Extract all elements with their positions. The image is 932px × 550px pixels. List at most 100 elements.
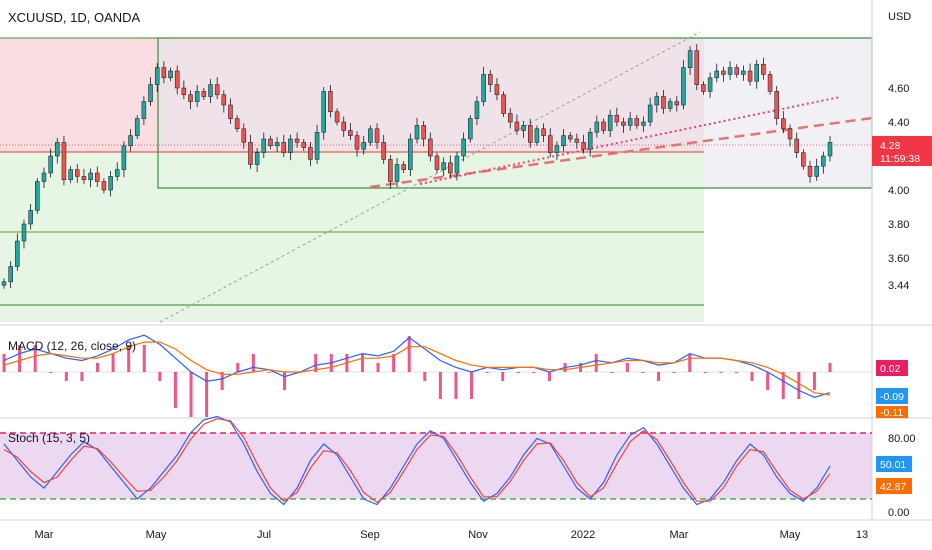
stoch-title[interactable]: Stoch (15, 3, 5) — [8, 431, 90, 445]
macd-hist-bar — [49, 372, 53, 373]
price-axis[interactable]: USD 4.604.404.204.003.803.603.44 4.28 11… — [872, 11, 932, 292]
candle-body — [95, 172, 100, 182]
candle-body — [501, 94, 506, 114]
signal-value: -0.11 — [880, 407, 903, 419]
candle-body — [767, 74, 773, 92]
symbol-title[interactable]: XCUUSD, 1D, OANDA — [8, 10, 141, 25]
stoch-tick-80: 80.00 — [888, 433, 916, 445]
candle-body — [68, 169, 73, 181]
price-tick-label: 4.40 — [888, 117, 909, 129]
candle-body — [28, 210, 33, 225]
macd-hist-bar — [2, 354, 6, 372]
macd-hist-bar — [485, 372, 489, 373]
candle-body — [321, 91, 326, 133]
candle-body — [634, 118, 640, 126]
candle-body — [281, 142, 287, 153]
candle-body — [294, 138, 300, 143]
candle-body — [121, 145, 127, 170]
candle-body — [248, 142, 253, 165]
macd-value: -0.09 — [880, 391, 904, 403]
macd-hist-bar — [220, 372, 224, 390]
candle-body — [574, 138, 580, 143]
macd-hist-bar — [766, 372, 770, 390]
candle-body — [601, 121, 606, 131]
candle-body — [288, 138, 293, 153]
macd-hist-bar — [205, 372, 209, 417]
macd-hist-bar — [80, 372, 84, 381]
candle-body — [228, 104, 233, 119]
candle-body — [461, 138, 466, 157]
candle-body — [627, 118, 633, 126]
macd-hist-tag — [876, 360, 908, 376]
candle-body — [661, 96, 666, 109]
macd-hist-bar — [750, 372, 754, 381]
candle-body — [274, 142, 280, 147]
price-pane[interactable] — [0, 31, 873, 323]
macd-hist-bar — [360, 354, 364, 372]
candle-body — [747, 70, 753, 82]
candle-body — [75, 169, 80, 177]
candle-body — [787, 128, 793, 140]
stoch-pane[interactable] — [0, 415, 872, 506]
candle-body — [674, 101, 680, 106]
candle-body — [741, 70, 746, 75]
currency-label: USD — [888, 11, 911, 23]
candle-body — [714, 70, 720, 79]
candle-body — [687, 50, 693, 68]
candle-body — [328, 91, 333, 113]
last-price-tag[interactable] — [872, 136, 932, 166]
macd-hist-bar — [236, 363, 240, 372]
candle-body — [587, 131, 593, 150]
candle-body — [534, 128, 540, 143]
candle-body — [348, 130, 353, 136]
stoch-axis[interactable]: 80.00 50.01 42.87 0.00 — [876, 433, 916, 519]
candle-body — [641, 121, 646, 126]
candle-body — [141, 101, 147, 119]
price-tick-label: 3.60 — [888, 253, 909, 265]
candle-body — [108, 176, 113, 191]
time-tick-label: Jul — [257, 529, 271, 541]
candle-body — [441, 162, 446, 170]
candle-body — [581, 142, 586, 150]
macd-axis[interactable]: 0.02 -0.09 -0.11 — [876, 360, 908, 419]
macd-pane[interactable] — [0, 334, 872, 417]
macd-title[interactable]: MACD (12, 26, close, 9) — [8, 339, 136, 353]
candle-body — [181, 87, 187, 96]
candle-body — [421, 125, 426, 140]
candle-body — [368, 128, 373, 143]
macd-hist-bar — [516, 372, 520, 373]
candle-body — [654, 96, 660, 106]
time-axis[interactable]: Mar May Jul Sep Nov 2022 Mar May 13 — [35, 529, 869, 541]
candle-body — [734, 67, 739, 75]
candle-body — [134, 118, 140, 136]
macd-hist-bar — [376, 363, 380, 372]
candle-body — [541, 128, 546, 136]
macd-hist-bar — [812, 372, 816, 390]
macd-hist-bar — [470, 372, 474, 399]
candle-body — [408, 138, 413, 170]
countdown-timer: 11:59:38 — [880, 153, 920, 165]
candle-body — [314, 131, 320, 160]
candle-body — [547, 135, 553, 153]
candle-body — [55, 142, 60, 157]
candle-body — [308, 147, 313, 160]
candle-body — [481, 74, 486, 102]
candle-body — [214, 84, 220, 96]
candle-body — [201, 91, 207, 97]
candle-body — [494, 84, 500, 96]
candle-body — [168, 70, 173, 79]
candle-body — [614, 114, 620, 123]
time-tick-label: Sep — [360, 529, 380, 541]
candle-body — [701, 84, 706, 92]
macd-hist-bar — [734, 372, 738, 373]
candle-body — [567, 135, 573, 140]
candle-body — [301, 142, 307, 148]
candle-body — [101, 181, 107, 191]
candle-body — [761, 63, 766, 75]
candle-body — [334, 111, 340, 123]
candle-body — [721, 70, 726, 75]
candle-body — [241, 128, 247, 143]
time-tick-label: May — [780, 529, 801, 541]
macd-value-tag — [876, 388, 908, 404]
